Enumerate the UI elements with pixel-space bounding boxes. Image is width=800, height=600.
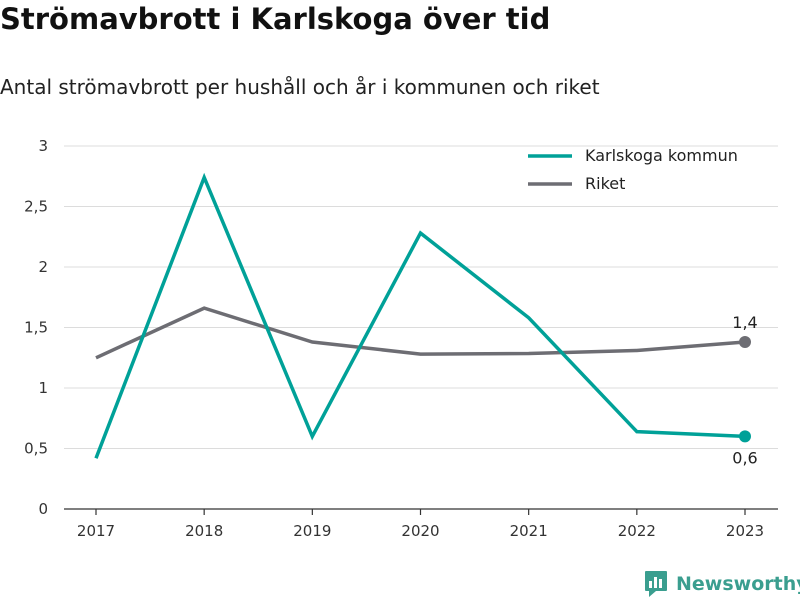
x-tick-label: 2017: [77, 522, 115, 540]
x-tick-label: 2022: [618, 522, 656, 540]
y-tick-label: 3: [38, 137, 48, 155]
data-label: 1,4: [732, 313, 757, 332]
y-tick-label: 1: [38, 379, 48, 397]
data-label: 0,6: [732, 448, 757, 467]
newsworthy-logo-icon: [645, 571, 667, 597]
brand: Newsworthy: [644, 569, 800, 599]
series-line-riket: [95, 306, 746, 360]
series-line-karlskoga: [94, 172, 746, 459]
y-tick-label: 0: [38, 500, 48, 518]
x-tick-label: 2021: [510, 522, 548, 540]
chart-subtitle: Antal strömavbrott per hushåll och år i …: [0, 75, 600, 99]
legend-label: Riket: [585, 174, 625, 193]
series-end-point: [739, 430, 751, 443]
x-tick-label: 2023: [726, 522, 764, 540]
legend-label: Karlskoga kommun: [585, 146, 738, 165]
y-tick-label: 1,5: [24, 319, 48, 337]
series-end-point: [739, 336, 751, 349]
chart-title: Strömavbrott i Karlskoga över tid: [0, 2, 551, 36]
y-tick-label: 2,5: [24, 198, 48, 216]
x-tick-label: 2019: [293, 522, 331, 540]
x-tick-label: 2020: [401, 522, 439, 540]
y-tick-label: 0,5: [24, 440, 48, 458]
y-tick-label: 2: [38, 258, 48, 276]
x-tick-label: 2018: [185, 522, 223, 540]
brand-name: Newsworthy: [676, 573, 800, 595]
